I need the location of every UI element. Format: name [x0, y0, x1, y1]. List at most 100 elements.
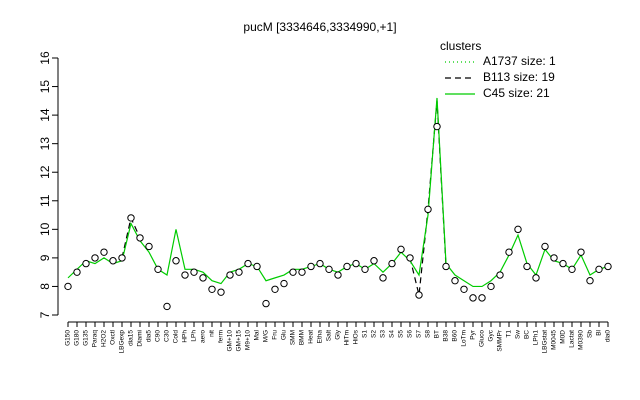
x-tick-label: LBGexp	[119, 330, 126, 354]
data-point	[127, 214, 135, 222]
data-point	[262, 299, 270, 308]
x-tick-label: HPh	[182, 330, 189, 343]
x-tick-label: S7	[416, 330, 423, 338]
x-tick-label: SMMPr	[497, 329, 504, 352]
x-tick-label: SMM	[290, 330, 297, 345]
data-point	[415, 291, 423, 299]
data-point	[289, 268, 297, 276]
data-point	[343, 262, 351, 271]
x-tick-label: Gyc	[488, 329, 495, 341]
x-tick-label: dia5	[146, 330, 153, 343]
data-point	[397, 245, 405, 254]
data-point	[91, 254, 99, 262]
x-tick-label: LBGstat	[542, 330, 549, 354]
x-tick-label: Mal	[254, 329, 261, 340]
x-tick-label: T1	[506, 330, 513, 338]
data-point	[316, 259, 324, 268]
data-point	[478, 294, 486, 302]
x-tick-label: LoTm	[461, 330, 468, 347]
data-point	[568, 265, 576, 274]
y-tick-label: 13	[38, 137, 52, 151]
legend-title: clusters	[440, 39, 481, 53]
y-tick-label: 12	[38, 165, 52, 179]
data-point	[442, 262, 450, 271]
x-tick-label: Gluco	[479, 330, 486, 347]
data-point	[235, 268, 243, 276]
x-tick-label: M0D	[560, 330, 567, 344]
data-point	[82, 259, 90, 268]
data-point	[352, 259, 360, 268]
data-point	[541, 242, 549, 251]
data-point	[199, 274, 207, 282]
x-tick-label: H2O2	[101, 330, 108, 347]
data-point	[154, 265, 162, 274]
data-point	[217, 288, 225, 296]
x-tick-label: Lactat	[569, 330, 576, 348]
data-point	[64, 282, 72, 291]
data-point	[100, 248, 108, 256]
x-tick-label: S5	[398, 330, 405, 338]
data-point	[514, 225, 522, 234]
x-tick-label: Glu	[281, 330, 288, 341]
x-tick-label: S4	[389, 330, 396, 338]
data-point	[586, 277, 594, 285]
x-tick-label: Heat	[308, 330, 315, 344]
data-point	[433, 122, 441, 131]
data-point	[379, 274, 387, 282]
data-point	[298, 268, 306, 276]
x-tick-label: C90	[155, 330, 162, 342]
x-tick-label: GM+10	[227, 330, 234, 352]
x-tick-label: C30	[164, 330, 171, 342]
x-tick-label: M9+10	[245, 330, 252, 350]
data-point	[172, 257, 180, 265]
data-point	[334, 271, 342, 279]
x-tick-label: B38	[443, 330, 450, 342]
x-tick-label: LPh	[191, 330, 198, 342]
legend-label: C45 size: 21	[483, 86, 550, 100]
data-point	[145, 242, 153, 251]
x-tick-label: Fru	[272, 330, 279, 340]
data-point	[190, 268, 198, 276]
x-tick-label: nit	[209, 330, 216, 337]
x-tick-label: HiOs	[353, 329, 360, 344]
y-tick-label: 14	[38, 108, 52, 122]
data-point	[307, 262, 315, 271]
x-tick-label: BMM	[299, 330, 306, 345]
data-point	[604, 262, 612, 271]
data-point	[181, 271, 189, 279]
x-tick-label: Cold	[173, 330, 180, 344]
x-tick-label: S1	[362, 330, 369, 338]
data-point	[226, 271, 234, 279]
data-point	[406, 254, 414, 262]
data-point	[118, 254, 126, 262]
data-point	[550, 254, 558, 262]
x-tick-label: Paraq	[92, 330, 99, 348]
x-tick-label: dia15	[128, 330, 135, 346]
x-tick-label: BC	[524, 330, 531, 339]
x-tick-label: Pyr	[470, 329, 477, 340]
x-tick-label: M0390	[578, 330, 585, 350]
x-tick-label: Bl	[596, 329, 603, 335]
data-point	[388, 259, 396, 268]
data-point	[451, 277, 459, 285]
x-tick-label: Diami	[137, 330, 144, 347]
data-point	[496, 271, 504, 279]
y-tick-label: 7	[38, 311, 52, 318]
data-point	[559, 259, 567, 268]
x-tick-label: aero	[200, 330, 207, 343]
x-tick-label: Salt	[326, 330, 333, 341]
y-tick-label: 16	[38, 51, 52, 65]
data-point	[487, 282, 495, 291]
y-tick-label: 15	[38, 80, 52, 94]
data-point	[370, 257, 378, 265]
x-tick-label: LPh1	[533, 330, 540, 346]
legend-label: B113 size: 19	[483, 70, 555, 84]
data-point	[136, 234, 144, 242]
data-point	[361, 265, 369, 274]
x-tick-label: BT	[434, 330, 441, 338]
x-tick-label: HiTm	[344, 330, 351, 346]
x-tick-label: dia0	[605, 330, 612, 343]
data-point	[208, 285, 216, 293]
data-point	[469, 294, 477, 302]
x-tick-label: Etha	[317, 330, 324, 344]
